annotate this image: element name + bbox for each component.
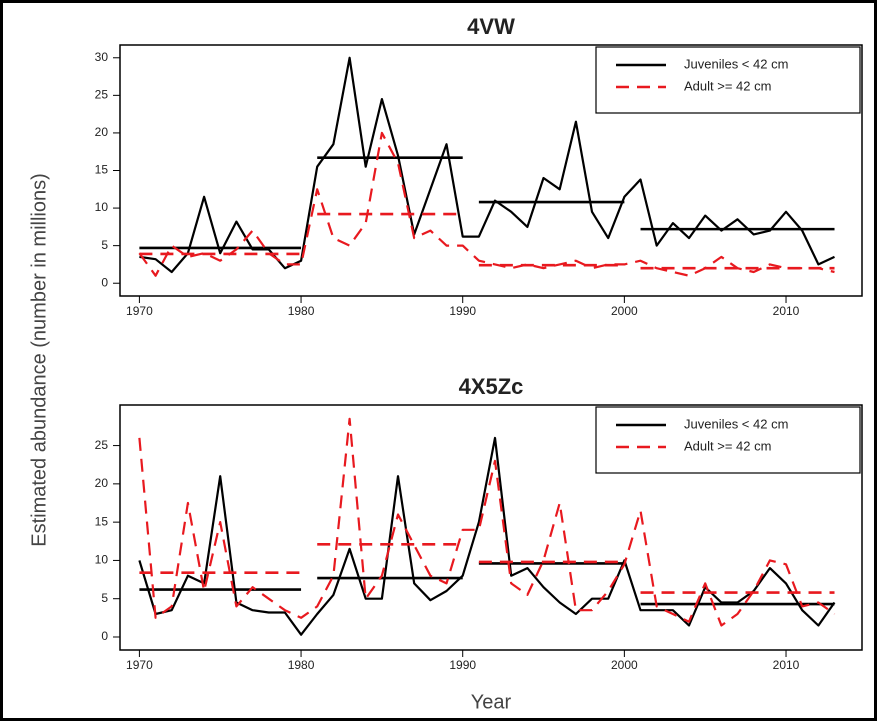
x-tick-label: 1990 [449,658,476,672]
legend-label: Adult >= 42 cm [684,78,771,93]
x-tick-label: 1990 [449,304,476,318]
y-tick-label: 5 [101,238,108,252]
x-tick-label: 2000 [611,304,638,318]
y-tick-label: 5 [101,591,108,605]
y-tick-label: 10 [95,553,109,567]
y-tick-label: 20 [95,125,109,139]
y-tick-label: 0 [101,629,108,643]
series-line [138,417,836,627]
x-tick-label: 2010 [773,658,800,672]
legend-label: Juveniles < 42 cm [684,56,788,71]
y-tick-label: 10 [95,200,109,214]
x-axis-label: Year [471,691,512,713]
x-tick-label: 1980 [288,658,315,672]
chart-title: 4VW [467,14,515,39]
x-tick-label: 2010 [773,304,800,318]
y-tick-label: 25 [95,438,109,452]
series-line [138,131,835,277]
y-tick-label: 15 [95,514,109,528]
x-tick-label: 2000 [611,658,638,672]
legend-box [595,406,861,474]
y-tick-label: 30 [95,50,109,64]
y-tick-label: 25 [95,88,109,102]
x-tick-label: 1970 [126,658,153,672]
y-tick-label: 20 [95,476,109,490]
chart-title: 4X5Zc [459,374,524,399]
y-tick-label: 15 [95,163,109,177]
legend-label: Adult >= 42 cm [684,438,771,453]
y-tick-label: 0 [101,275,108,289]
series-line [138,436,836,636]
legend-box [595,46,861,114]
y-axis-label: Estimated abundance (number in millions) [28,173,50,547]
x-tick-label: 1980 [288,304,315,318]
plot-frame [119,404,863,651]
legend-label: Juveniles < 42 cm [684,416,788,431]
x-tick-label: 1970 [126,304,153,318]
